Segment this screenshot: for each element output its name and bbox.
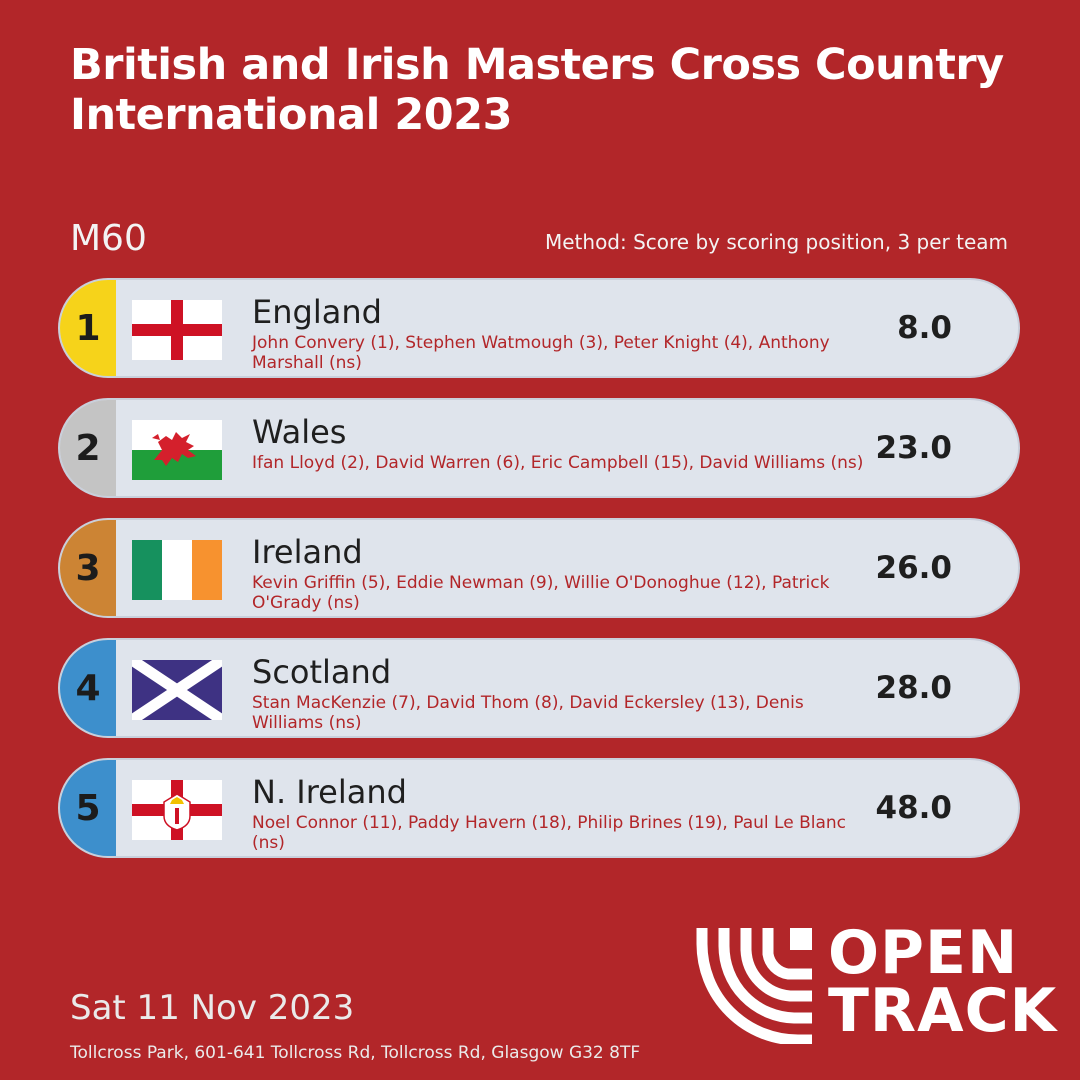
country-name: Scotland [252, 653, 392, 691]
team-row-england: 1 England John Convery (1), Stephen Watm… [58, 278, 1020, 378]
country-name: Ireland [252, 533, 363, 571]
northern-ireland-flag-icon [132, 780, 222, 840]
logo-line-track: TRACK [828, 976, 1058, 1046]
england-flag-icon [132, 300, 222, 360]
position-badge: 3 [60, 520, 116, 616]
team-members: Noel Connor (11), Paddy Havern (18), Phi… [252, 813, 846, 853]
team-row-wales: 2 Wales Ifan Lloyd (2), David Warren (6)… [58, 398, 1020, 498]
country-name: Wales [252, 413, 347, 451]
team-members: John Convery (1), Stephen Watmough (3), … [252, 333, 830, 373]
opentrack-logo: OPEN TRACK [694, 918, 1058, 1050]
opentrack-logo-mark-icon [696, 928, 812, 1044]
position-badge: 5 [60, 760, 116, 856]
category-label: M60 [70, 218, 147, 259]
team-score: 23.0 [875, 430, 953, 466]
position-badge: 2 [60, 400, 116, 496]
team-score: 28.0 [875, 670, 953, 706]
event-venue: Tollcross Park, 601-641 Tollcross Rd, To… [70, 1043, 641, 1063]
opentrack-wordmark: OPEN TRACK [828, 918, 1058, 1046]
logo-line-open: OPEN [828, 918, 1019, 988]
team-members: Ifan Lloyd (2), David Warren (6), Eric C… [252, 453, 864, 473]
team-score: 48.0 [875, 790, 953, 826]
team-row-scotland: 4 Scotland Stan MacKenzie (7), David Tho… [58, 638, 1020, 738]
country-name: England [252, 293, 382, 331]
position-badge: 1 [60, 280, 116, 376]
team-row-ireland: 3 Ireland Kevin Griffin (5), Eddie Newma… [58, 518, 1020, 618]
scotland-flag-icon [132, 660, 222, 720]
position-badge: 4 [60, 640, 116, 736]
team-score: 26.0 [875, 550, 953, 586]
team-members: Kevin Griffin (5), Eddie Newman (9), Wil… [252, 573, 830, 613]
team-members: Stan MacKenzie (7), David Thom (8), Davi… [252, 693, 804, 733]
page-title: British and Irish Masters Cross Country … [70, 40, 1004, 140]
ireland-flag-icon [132, 540, 222, 600]
wales-flag-icon [132, 420, 222, 480]
method-label: Method: Score by scoring position, 3 per… [544, 230, 1008, 254]
team-score: 8.0 [897, 310, 952, 346]
country-name: N. Ireland [252, 773, 407, 811]
team-row-northern-ireland: 5 N. Ireland Noel Connor (11), Paddy Hav… [58, 758, 1020, 858]
event-date: Sat 11 Nov 2023 [70, 988, 355, 1028]
